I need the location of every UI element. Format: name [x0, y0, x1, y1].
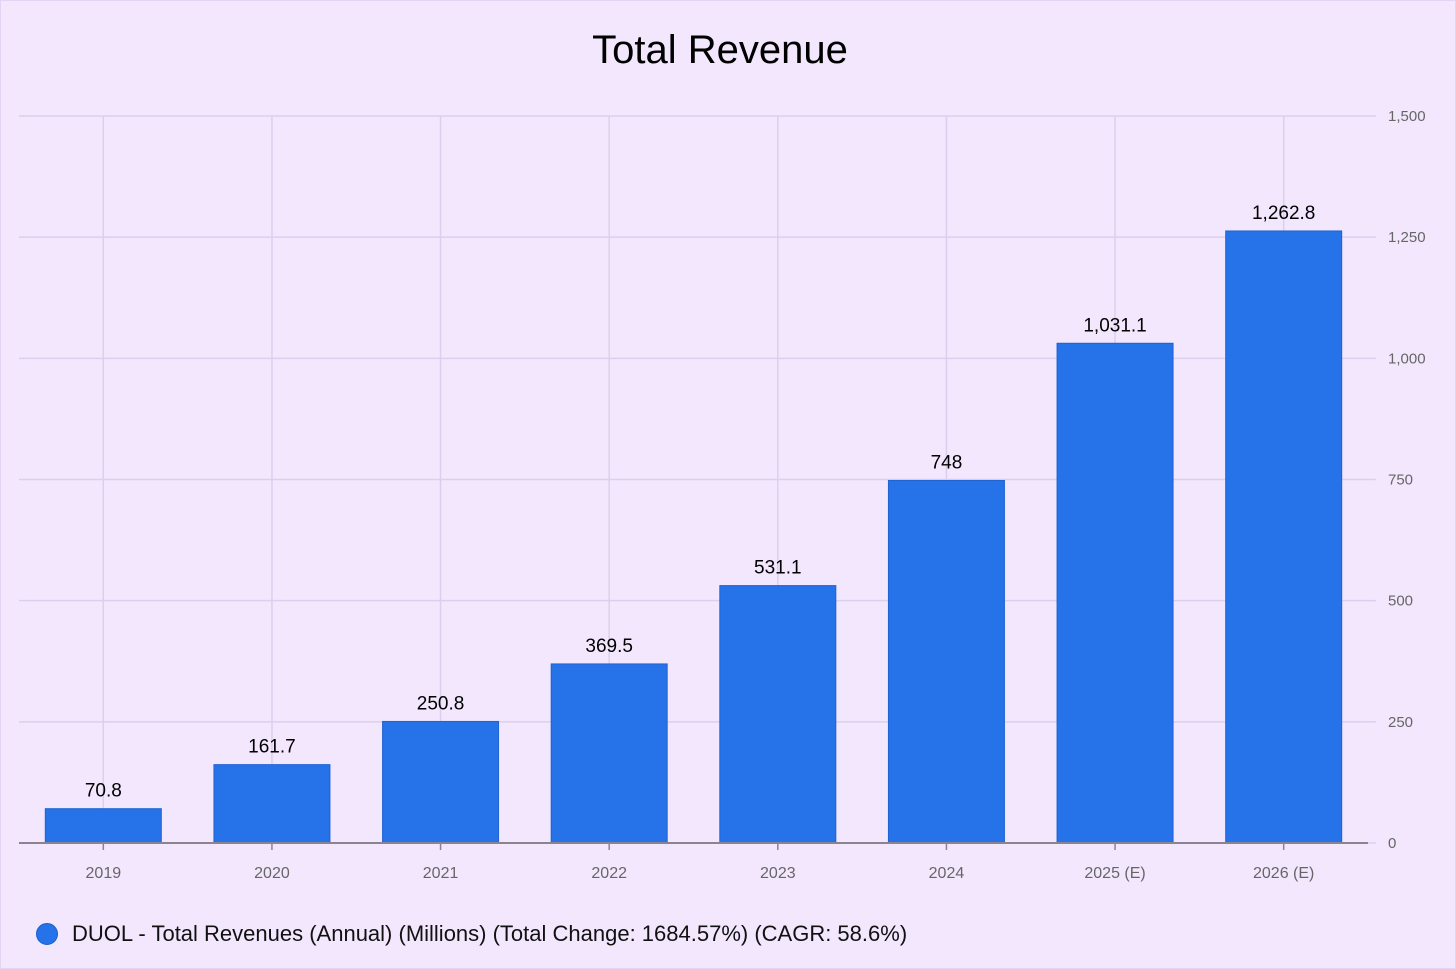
bar-value-label: 1,262.8: [1252, 203, 1315, 224]
chart-title: Total Revenue: [592, 28, 848, 72]
x-tick-label: 2021: [423, 865, 459, 882]
y-tick-label: 0: [1388, 835, 1396, 852]
bar: [1225, 230, 1343, 844]
legend[interactable]: DUOL - Total Revenues (Annual) (Millions…: [36, 918, 907, 950]
bar-value-label: 1,031.1: [1083, 315, 1146, 336]
bar-value-label: 748: [931, 452, 963, 473]
bar-value-label: 531.1: [754, 558, 802, 579]
bar: [1056, 342, 1174, 844]
legend-swatch-icon: [36, 923, 58, 945]
bar-value-label: 369.5: [585, 636, 633, 657]
x-tick-label: 2025 (E): [1084, 865, 1145, 882]
x-tick-label: 2022: [591, 865, 627, 882]
x-tick-label: 2019: [86, 865, 122, 882]
y-tick-label: 750: [1388, 472, 1413, 489]
x-tick-label: 2024: [929, 865, 965, 882]
bar: [382, 720, 500, 844]
bar: [550, 663, 668, 844]
bar: [719, 585, 837, 844]
bar: [887, 479, 1005, 844]
bar: [213, 764, 331, 844]
y-tick-label: 500: [1388, 593, 1413, 610]
x-tick-label: 2026 (E): [1253, 865, 1314, 882]
bar: [44, 808, 162, 844]
y-tick-label: 1,000: [1388, 350, 1426, 367]
legend-label: DUOL - Total Revenues (Annual) (Millions…: [72, 921, 908, 946]
y-tick-label: 1,500: [1388, 108, 1426, 125]
bar-value-label: 70.8: [85, 781, 122, 802]
x-tick-label: 2023: [760, 865, 796, 882]
bar-value-label: 250.8: [417, 693, 465, 714]
y-tick-label: 250: [1388, 714, 1413, 731]
bar-value-label: 161.7: [248, 737, 296, 758]
y-tick-label: 1,250: [1388, 229, 1426, 246]
x-tick-label: 2020: [254, 865, 290, 882]
